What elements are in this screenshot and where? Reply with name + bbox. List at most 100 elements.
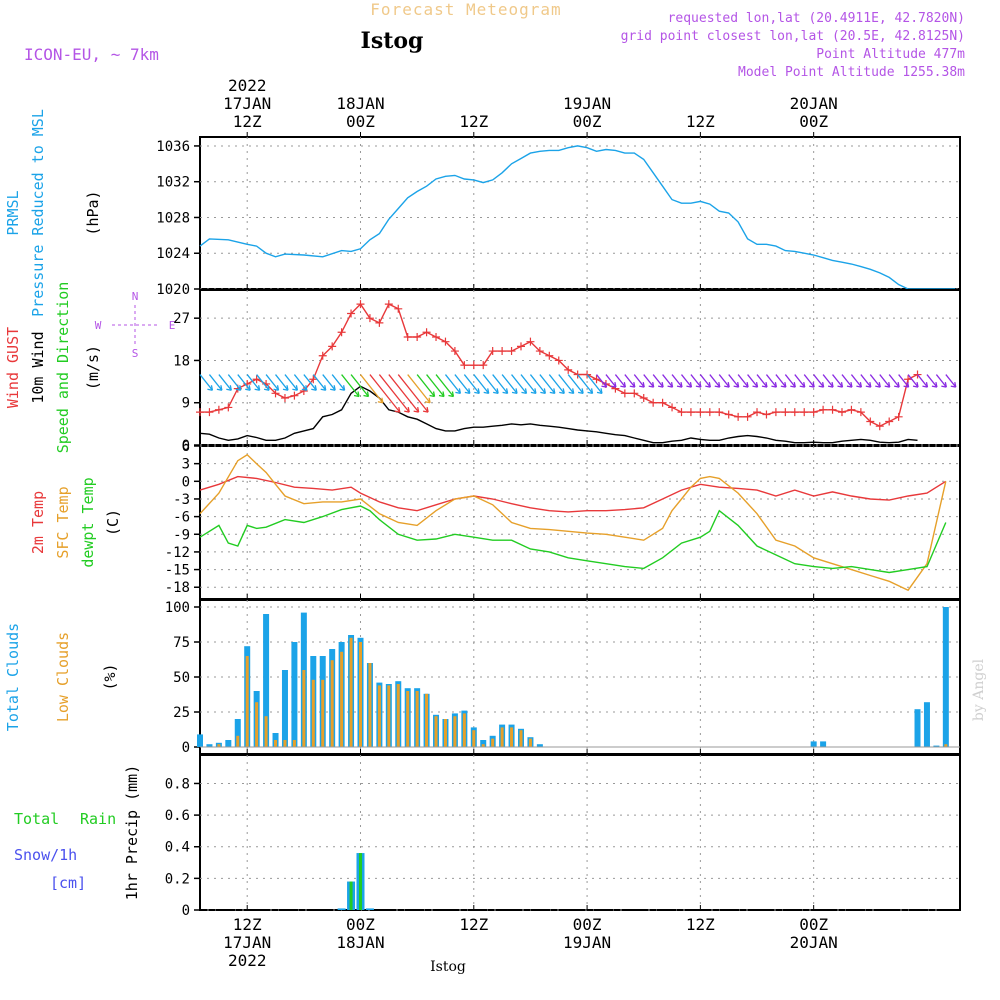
low-cloud-bar bbox=[302, 670, 306, 747]
y-tick-label: 0.6 bbox=[165, 808, 190, 824]
low-cloud-bar bbox=[368, 663, 372, 747]
gust-marker bbox=[384, 300, 393, 309]
wind-arrowhead bbox=[724, 381, 730, 388]
series-line-dewpt bbox=[199, 505, 947, 574]
axis-label: Wind GUST bbox=[4, 327, 22, 408]
wind-arrow bbox=[652, 374, 664, 388]
total-cloud-bar bbox=[942, 607, 949, 747]
gust-marker bbox=[771, 408, 780, 417]
wind-arrow bbox=[728, 374, 740, 388]
wind-arrow bbox=[869, 374, 881, 388]
panel-wind: 0 9 18 27 Wind GUST 10m Wind Speed and Directi… bbox=[4, 282, 961, 454]
low-cloud-bar bbox=[283, 740, 287, 747]
total-cloud-bar bbox=[536, 744, 543, 747]
wind-arrowhead bbox=[705, 381, 711, 388]
gust-marker bbox=[762, 410, 771, 419]
wind-arrow bbox=[199, 374, 213, 391]
wind-arrowhead bbox=[540, 388, 546, 394]
wind-arrow bbox=[397, 374, 429, 413]
gust-marker bbox=[875, 422, 884, 431]
gust-marker bbox=[649, 398, 658, 407]
wind-arrow bbox=[388, 374, 420, 413]
gust-marker bbox=[469, 361, 478, 370]
gust-marker bbox=[677, 408, 686, 417]
compass-cross bbox=[112, 305, 158, 345]
low-cloud-bar bbox=[236, 735, 240, 747]
wind-arrow bbox=[699, 374, 711, 388]
wind-arrow bbox=[671, 374, 683, 388]
gust-marker bbox=[290, 391, 299, 400]
time-label-bottom: 12Z bbox=[459, 915, 488, 934]
wind-arrowhead bbox=[226, 385, 232, 391]
axis-label: (m/s) bbox=[84, 345, 102, 390]
gust-marker bbox=[620, 389, 629, 398]
time-label-bottom: 00Z bbox=[346, 915, 375, 934]
low-cloud-bar bbox=[944, 744, 948, 747]
wind-arrow bbox=[416, 374, 436, 397]
y-tick-label: 9 bbox=[182, 396, 190, 412]
wind-arrow bbox=[341, 374, 360, 397]
wind-arrow bbox=[832, 374, 844, 388]
wind-arrow bbox=[813, 374, 825, 388]
time-label-bottom: 00Z bbox=[573, 915, 602, 934]
wind-arrowhead bbox=[620, 381, 626, 388]
axis-label: Snow/1h bbox=[14, 846, 77, 864]
low-cloud-bar bbox=[349, 637, 353, 747]
time-label-bottom: 2022 bbox=[228, 951, 267, 970]
wind-arrow bbox=[520, 374, 537, 394]
wind-arrow bbox=[284, 374, 298, 391]
gust-marker bbox=[894, 412, 903, 421]
y-tick-label: 0.2 bbox=[165, 871, 190, 887]
wind-arrowhead bbox=[245, 385, 251, 391]
low-cloud-bar bbox=[406, 691, 410, 747]
wind-arrow bbox=[935, 374, 947, 388]
time-label-top: 00Z bbox=[573, 112, 602, 131]
y-tick-label: -3 bbox=[173, 492, 190, 508]
wind-arrowhead bbox=[912, 381, 919, 388]
total-cloud-bar bbox=[480, 740, 487, 747]
low-cloud-bar bbox=[387, 685, 391, 747]
panel-frame bbox=[199, 289, 961, 446]
gust-marker bbox=[394, 304, 403, 313]
wind-arrowhead bbox=[413, 407, 420, 413]
time-label-top: 12Z bbox=[459, 112, 488, 131]
axis-label: Total bbox=[14, 810, 59, 828]
low-cloud-bar bbox=[415, 691, 419, 747]
wind-arrowhead bbox=[483, 388, 490, 394]
total-cloud-bar bbox=[234, 719, 241, 747]
gust-marker bbox=[630, 389, 639, 398]
wind-arrowhead bbox=[846, 381, 853, 388]
time-label-bottom: 20JAN bbox=[790, 933, 838, 952]
gust-marker bbox=[696, 408, 705, 417]
gust-marker bbox=[196, 408, 204, 417]
wind-arrowhead bbox=[254, 385, 261, 391]
panel-clouds: 0 25 50 75 100 Total Clouds Low Clouds (%) bbox=[4, 599, 961, 756]
wind-arrow bbox=[482, 374, 499, 394]
y-tick-label: 6 bbox=[182, 439, 190, 455]
total-cloud-bar bbox=[263, 614, 270, 747]
wind-arrow bbox=[511, 374, 527, 394]
wind-arrowhead bbox=[455, 388, 462, 394]
y-tick-label: 3 bbox=[182, 457, 190, 473]
wind-arrow bbox=[369, 374, 401, 413]
wind-arrowhead bbox=[320, 385, 327, 391]
gust-marker bbox=[734, 412, 743, 421]
gust-marker bbox=[715, 408, 724, 417]
y-tick-label: -18 bbox=[165, 580, 190, 596]
time-label-top: 18JAN bbox=[336, 94, 384, 113]
wind-arrow bbox=[643, 374, 655, 388]
wind-arrow bbox=[246, 374, 261, 391]
y-tick-label: 25 bbox=[173, 705, 190, 721]
wind-arrow bbox=[322, 374, 336, 391]
wind-arrow bbox=[907, 374, 919, 388]
wind-arrowhead bbox=[424, 397, 431, 404]
total-precip-bar bbox=[365, 908, 374, 910]
wind-arrow bbox=[265, 374, 280, 391]
low-cloud-bar bbox=[255, 702, 259, 747]
compass-w: W bbox=[95, 319, 102, 332]
gust-marker bbox=[224, 403, 233, 412]
wind-arrowhead bbox=[429, 391, 436, 398]
wind-arrow bbox=[765, 374, 777, 388]
wind-arrowhead bbox=[818, 381, 825, 388]
